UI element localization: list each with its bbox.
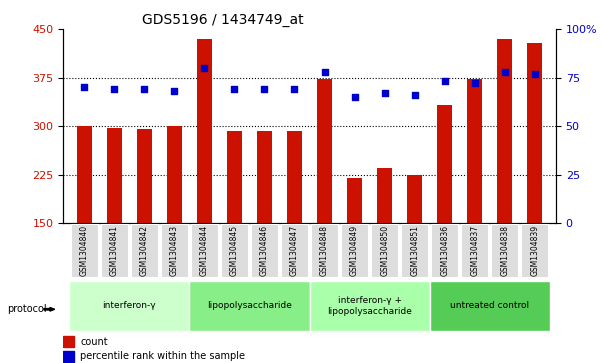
- Text: GSM1304842: GSM1304842: [140, 225, 148, 276]
- Bar: [317, 79, 332, 223]
- Text: GSM1304841: GSM1304841: [110, 225, 118, 276]
- Point: [200, 65, 209, 71]
- Point: [470, 81, 480, 86]
- Point: [290, 86, 299, 92]
- Point: [350, 94, 359, 100]
- FancyBboxPatch shape: [430, 281, 550, 331]
- Bar: [63, 351, 74, 362]
- FancyBboxPatch shape: [191, 224, 218, 277]
- Text: GSM1304838: GSM1304838: [501, 225, 509, 276]
- FancyBboxPatch shape: [101, 224, 128, 277]
- Point: [530, 71, 540, 77]
- Bar: [287, 131, 302, 223]
- Text: GSM1304836: GSM1304836: [441, 225, 449, 276]
- Text: GSM1304843: GSM1304843: [170, 225, 178, 276]
- Point: [139, 86, 149, 92]
- FancyBboxPatch shape: [251, 224, 278, 277]
- Bar: [437, 105, 452, 223]
- Text: count: count: [81, 337, 108, 347]
- Text: GSM1304847: GSM1304847: [290, 225, 299, 276]
- Point: [109, 86, 119, 92]
- FancyBboxPatch shape: [462, 224, 488, 277]
- FancyBboxPatch shape: [281, 224, 308, 277]
- FancyBboxPatch shape: [69, 281, 189, 331]
- Point: [230, 86, 239, 92]
- Bar: [377, 168, 392, 223]
- FancyBboxPatch shape: [521, 224, 549, 277]
- Text: GSM1304840: GSM1304840: [80, 225, 88, 276]
- Point: [320, 69, 329, 75]
- Text: GDS5196 / 1434749_at: GDS5196 / 1434749_at: [142, 13, 303, 27]
- FancyBboxPatch shape: [492, 224, 518, 277]
- Text: GSM1304851: GSM1304851: [410, 225, 419, 276]
- Bar: [166, 126, 182, 223]
- Point: [79, 84, 89, 90]
- Point: [410, 92, 419, 98]
- Text: GSM1304845: GSM1304845: [230, 225, 239, 276]
- Text: GSM1304850: GSM1304850: [380, 225, 389, 276]
- Point: [380, 90, 389, 96]
- Text: GSM1304839: GSM1304839: [531, 225, 539, 276]
- Text: percentile rank within the sample: percentile rank within the sample: [81, 351, 245, 361]
- Text: protocol: protocol: [7, 304, 47, 314]
- Text: untreated control: untreated control: [450, 301, 529, 310]
- FancyBboxPatch shape: [341, 224, 368, 277]
- Text: interferon-γ +
lipopolysaccharide: interferon-γ + lipopolysaccharide: [327, 296, 412, 315]
- Text: lipopolysaccharide: lipopolysaccharide: [207, 301, 292, 310]
- Point: [260, 86, 269, 92]
- Bar: [528, 43, 542, 223]
- Bar: [77, 126, 91, 223]
- FancyBboxPatch shape: [160, 224, 188, 277]
- Point: [169, 88, 179, 94]
- Bar: [257, 131, 272, 223]
- Point: [440, 78, 450, 84]
- Bar: [497, 39, 512, 223]
- FancyBboxPatch shape: [131, 224, 157, 277]
- Text: GSM1304849: GSM1304849: [350, 225, 359, 276]
- Bar: [107, 128, 121, 223]
- Bar: [227, 131, 242, 223]
- FancyBboxPatch shape: [71, 224, 97, 277]
- Bar: [136, 129, 151, 223]
- Text: GSM1304837: GSM1304837: [471, 225, 479, 276]
- Bar: [407, 175, 422, 223]
- FancyBboxPatch shape: [432, 224, 458, 277]
- Point: [500, 69, 510, 75]
- Text: GSM1304846: GSM1304846: [260, 225, 269, 276]
- Bar: [63, 336, 74, 347]
- FancyBboxPatch shape: [221, 224, 248, 277]
- Bar: [468, 79, 482, 223]
- FancyBboxPatch shape: [371, 224, 398, 277]
- FancyBboxPatch shape: [311, 224, 338, 277]
- FancyBboxPatch shape: [189, 281, 310, 331]
- FancyBboxPatch shape: [401, 224, 428, 277]
- Bar: [347, 178, 362, 223]
- Text: GSM1304844: GSM1304844: [200, 225, 209, 276]
- Text: interferon-γ: interferon-γ: [102, 301, 156, 310]
- Text: GSM1304848: GSM1304848: [320, 225, 329, 276]
- FancyBboxPatch shape: [310, 281, 430, 331]
- Bar: [197, 39, 212, 223]
